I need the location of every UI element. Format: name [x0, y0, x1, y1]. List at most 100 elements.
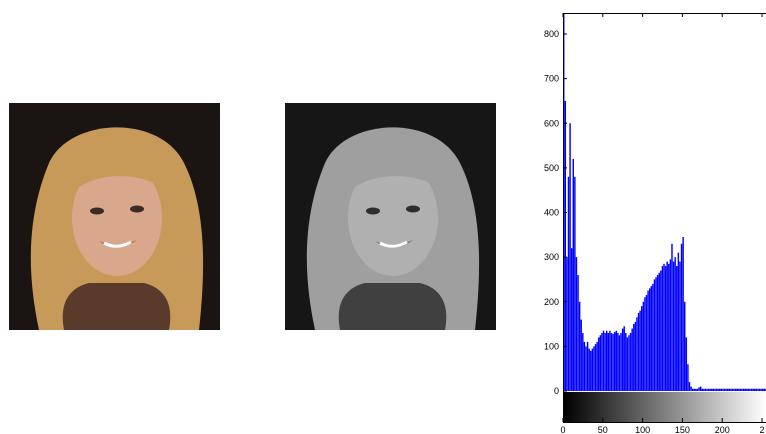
histogram-bar — [730, 388, 732, 391]
histogram-bar — [644, 297, 646, 391]
histogram-bar — [607, 332, 610, 391]
histogram-bar — [734, 388, 737, 391]
y-tick-label: 700 — [544, 74, 559, 84]
histogram-bar — [714, 388, 716, 391]
histogram-bar — [575, 257, 578, 391]
y-tick-label: 600 — [544, 118, 559, 128]
histogram-bar — [671, 243, 673, 391]
histogram-bar — [677, 252, 680, 391]
histogram-bar — [610, 332, 613, 391]
histogram-bar — [598, 337, 600, 391]
histogram-bar — [604, 332, 606, 391]
histogram-bar — [631, 328, 633, 391]
color-portrait-image — [9, 103, 220, 330]
grayscale-portrait-drawing — [285, 103, 496, 330]
histogram-bar — [696, 388, 699, 391]
histogram-bar — [669, 259, 672, 391]
histogram-bar — [726, 388, 729, 391]
histogram-bar — [570, 248, 573, 391]
histogram-bar — [752, 388, 754, 391]
histogram-bar — [707, 388, 710, 391]
histogram-bar — [612, 333, 614, 391]
histogram-bar — [626, 337, 629, 391]
y-tick-label: 800 — [544, 29, 559, 39]
histogram-bar — [605, 330, 608, 391]
histogram-bar — [703, 388, 705, 391]
histogram-bar — [746, 388, 748, 391]
histogram-bar — [586, 341, 589, 391]
histogram-bar — [569, 123, 571, 391]
histogram-bar — [680, 243, 683, 391]
histogram-bar — [660, 270, 662, 391]
histogram-bar — [620, 332, 622, 391]
histogram-bar — [728, 388, 731, 391]
histogram-bar — [625, 332, 627, 391]
tick-labels: 0 100 200 300 400 500 600 700 800 0 50 100 150 200 2 — [544, 29, 765, 434]
x-tick-label: 2 — [760, 425, 765, 434]
histogram-bar — [629, 332, 632, 391]
histogram-bar — [760, 388, 762, 391]
y-tick-label: 100 — [544, 341, 559, 351]
histogram-bar — [567, 176, 570, 391]
histogram-bar — [585, 346, 587, 391]
histogram-bar — [618, 335, 621, 391]
histogram-bar — [594, 344, 597, 391]
histogram-bar — [715, 388, 718, 391]
histogram-bar — [723, 388, 726, 391]
y-tick-label: 200 — [544, 297, 559, 307]
histogram-bar — [633, 324, 635, 391]
histogram-bar — [650, 286, 653, 391]
histogram-bar — [602, 330, 605, 391]
histogram-bar — [725, 388, 727, 391]
histogram-bar — [672, 261, 675, 391]
histogram-bar — [564, 100, 567, 391]
y-tick-label: 300 — [544, 252, 559, 262]
histogram-bar — [684, 301, 686, 391]
histogram-bar — [695, 388, 697, 391]
axes — [562, 13, 766, 423]
histogram-bar — [674, 257, 676, 391]
y-tick-label: 0 — [554, 386, 559, 396]
histogram-bar — [742, 388, 745, 391]
histogram-bar — [653, 279, 656, 391]
histogram-bar — [590, 350, 592, 391]
histogram-bar — [623, 326, 625, 391]
histogram-bar — [722, 388, 724, 391]
color-portrait-drawing — [9, 103, 220, 330]
histogram-bar — [736, 388, 738, 391]
histogram-bar — [712, 388, 715, 391]
histogram-bar — [663, 263, 665, 391]
histogram-bar — [706, 388, 708, 391]
grayscale-portrait-image — [285, 103, 496, 330]
histogram-bar — [580, 319, 582, 391]
histogram-bar — [593, 346, 595, 391]
histogram-bar — [685, 337, 688, 391]
histogram-bar — [634, 321, 637, 391]
histogram-bar — [731, 388, 734, 391]
histogram-bar — [750, 388, 753, 391]
histogram-bar — [709, 388, 711, 391]
histogram-bar — [642, 301, 645, 391]
grayscale-colorbar — [563, 392, 766, 422]
histogram-bar — [754, 388, 756, 391]
histogram-bar — [578, 301, 581, 391]
histogram-bar — [637, 312, 640, 391]
histogram-bar — [588, 348, 590, 391]
x-tick-label: 200 — [715, 425, 730, 434]
x-tick-label: 150 — [675, 425, 690, 434]
histogram-bar — [698, 387, 700, 391]
histogram-bar — [690, 386, 692, 391]
histogram-bar — [613, 332, 616, 391]
histogram-bar — [749, 388, 751, 391]
histogram-bar — [693, 388, 695, 391]
histogram-bar — [656, 274, 659, 391]
histogram-bar — [615, 330, 617, 391]
histogram-bar — [720, 388, 723, 391]
histogram-bar — [687, 364, 689, 391]
y-tick-label: 500 — [544, 163, 559, 173]
histogram-bar — [704, 388, 707, 391]
histogram-bar — [636, 317, 638, 391]
histogram-bar — [609, 330, 611, 391]
histogram-bar — [645, 295, 648, 391]
